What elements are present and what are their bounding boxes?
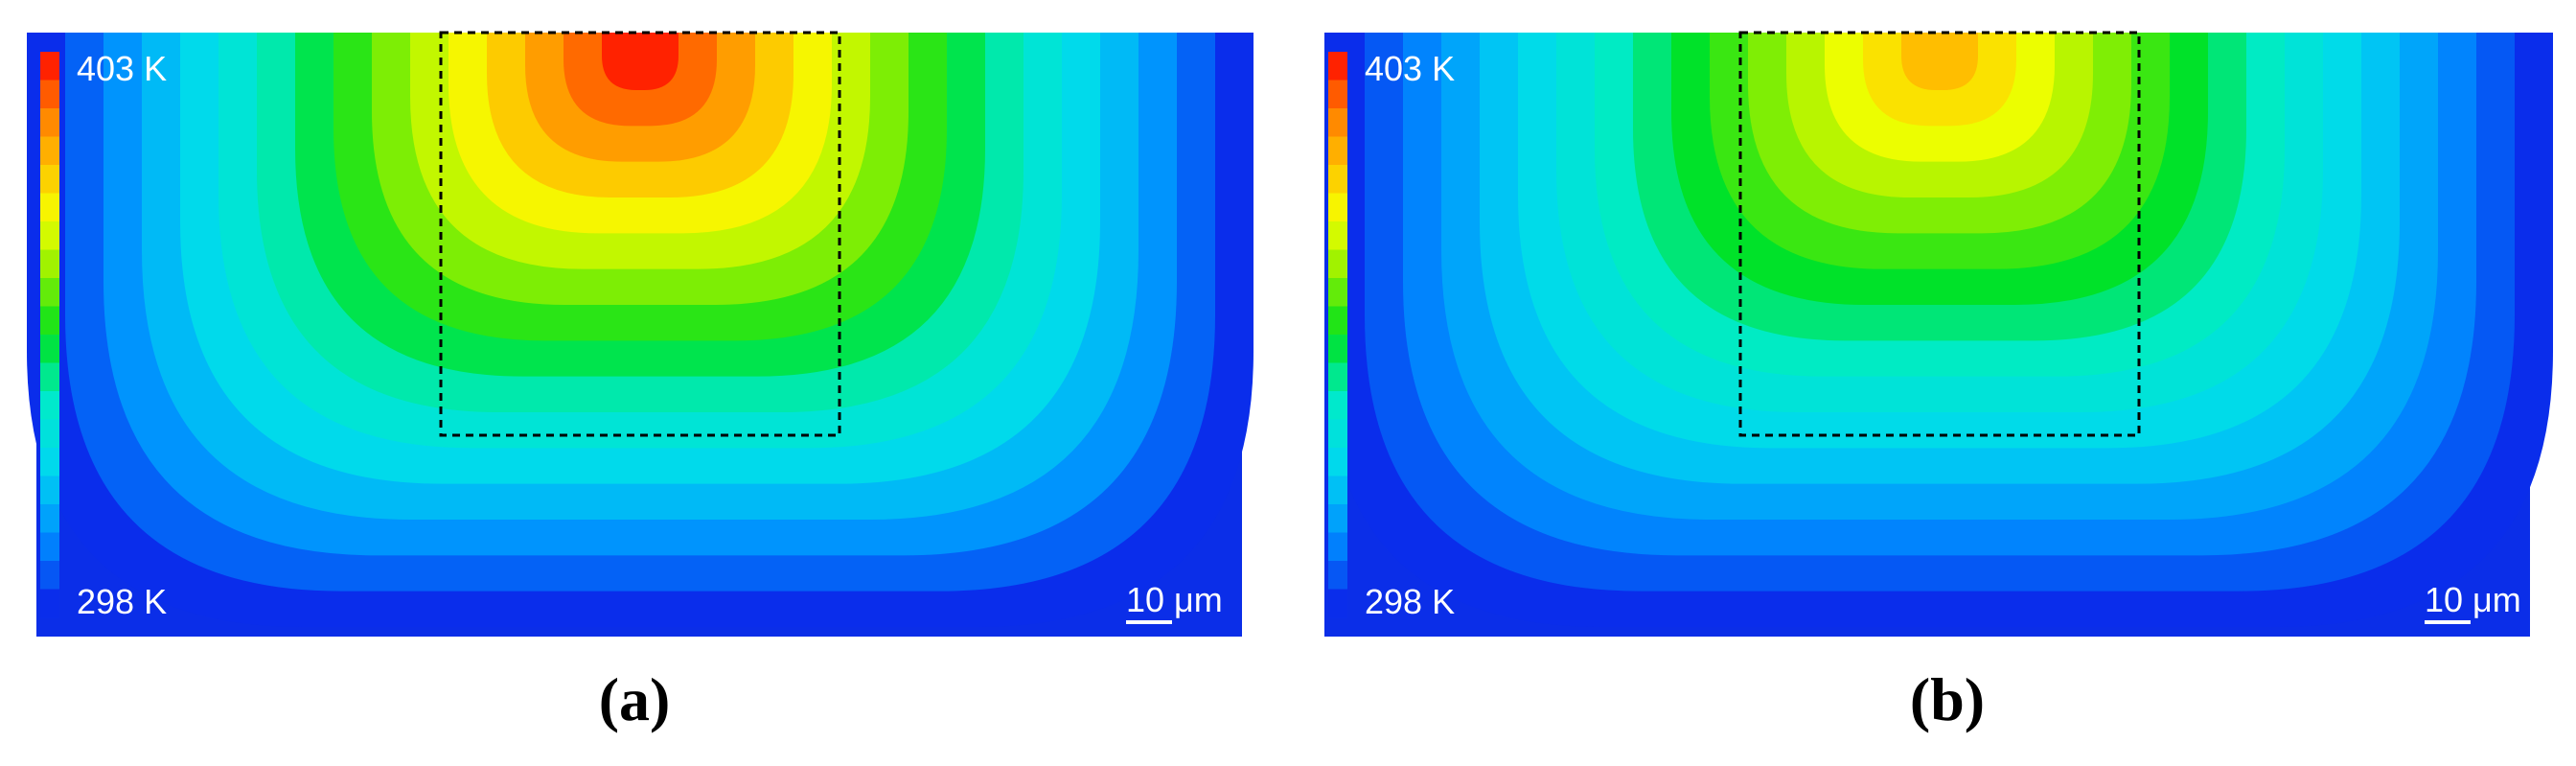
scale-bar-label: 10 μm (1126, 580, 1223, 619)
colorbar-segment (1328, 249, 1347, 279)
colorbar-segment (40, 448, 59, 476)
colorbar-segment (1328, 306, 1347, 336)
colorbar-segment (1328, 504, 1347, 533)
colorbar-segment (40, 391, 59, 420)
colorbar-segment (40, 419, 59, 449)
colorbar-segment (1328, 335, 1347, 363)
colorbar-segment (1328, 221, 1347, 250)
colorbar-segment (1328, 108, 1347, 137)
colorbar-segment (1328, 476, 1347, 505)
heated-region-outline (1738, 31, 2141, 437)
colorbar-segment (1328, 532, 1347, 562)
colorbar-segment (1328, 448, 1347, 476)
temperature-map-b: 403 K 298 K 10 μm (1324, 31, 2553, 637)
colorbar-segment (40, 504, 59, 533)
colorbar-segment (40, 306, 59, 336)
colorbar-max-label: 403 K (77, 49, 167, 88)
isotherm-contours (27, 33, 1254, 627)
colorbar-segment (40, 532, 59, 562)
isotherm-contours (1326, 33, 2553, 627)
colorbar-segment (1328, 362, 1347, 392)
isotherm-band (1901, 33, 1978, 90)
colorbar-min-label: 298 K (1365, 582, 1455, 621)
colorbar-segment (40, 362, 59, 392)
scale-bar (1126, 620, 1172, 624)
isotherm-band (602, 33, 678, 90)
colorbar-segment (40, 278, 59, 307)
colorbar-segment (40, 52, 59, 81)
heated-region-outline (439, 31, 841, 437)
temperature-map-a: 403 K 298 K 10 μm (27, 31, 1254, 637)
scale-bar (2425, 620, 2471, 624)
colorbar-segment (40, 476, 59, 505)
colorbar-segment (1328, 193, 1347, 222)
colorbar-segment (1328, 419, 1347, 449)
colorbar-segment (1328, 80, 1347, 109)
colorbar-segment (1328, 136, 1347, 166)
colorbar-segment (40, 561, 59, 590)
colorbar-segment (40, 249, 59, 279)
colorbar-segment (40, 335, 59, 363)
colorbar-segment (40, 165, 59, 194)
colorbar-segment (1328, 278, 1347, 307)
panel-caption-a: (a) (598, 665, 671, 733)
colorbar-segment (40, 193, 59, 222)
colorbar-segment (1328, 391, 1347, 420)
colorbar-segment (40, 108, 59, 137)
colorbar-segment (1328, 561, 1347, 590)
colorbar-max-label: 403 K (1365, 49, 1455, 88)
colorbar-segment (1328, 52, 1347, 81)
colorbar-segment (40, 136, 59, 166)
colorbar-segment (40, 589, 59, 618)
colorbar (40, 52, 59, 618)
colorbar-segment (40, 221, 59, 250)
colorbar-segment (1328, 589, 1347, 618)
colorbar-min-label: 298 K (77, 582, 167, 621)
colorbar-segment (1328, 165, 1347, 194)
colorbar-segment (40, 80, 59, 109)
colorbar (1328, 52, 1347, 618)
scale-bar-label: 10 μm (2425, 580, 2521, 619)
panel-caption-b: (b) (1909, 665, 1986, 733)
